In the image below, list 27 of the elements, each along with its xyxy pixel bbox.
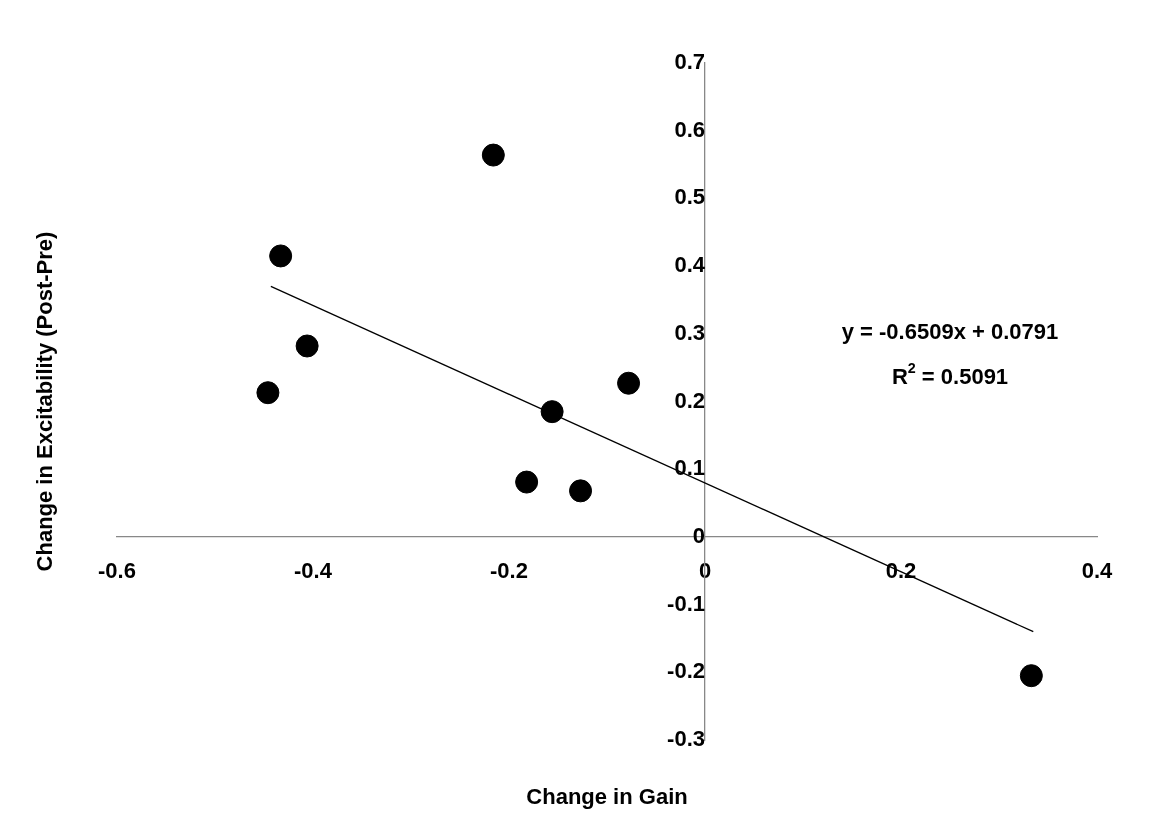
point [540,400,564,424]
y-tick-label: 0 [692,522,705,548]
x-tick-label: -0.6 [98,558,136,584]
annotation: y = -0.6509x + 0.0791 [841,319,1059,345]
point [617,371,641,395]
y-tick-label: -0.1 [667,590,705,616]
point [515,470,539,494]
y-tick-label: 0.7 [674,49,705,75]
x-tick-label: -0.2 [490,558,528,584]
y-tick-label: 0.2 [674,387,705,413]
y-axis-title: Change in Excitability (Post-Pre) [32,231,58,572]
y-tick-label: 0.5 [674,184,705,210]
point [481,143,505,167]
point [269,244,293,268]
y-tick-label: 0.6 [674,116,705,142]
point [295,334,319,358]
x-axis-title: Change in Gain [526,784,688,810]
y-tick-label: 0.1 [674,455,705,481]
point [1019,664,1043,688]
point [256,381,280,405]
y-tick-label: -0.2 [667,658,705,684]
x-tick-label: 0.4 [1081,558,1114,584]
point [569,479,593,503]
y-tick-label: 0.4 [674,252,706,278]
x-tick-label: -0.4 [294,558,333,584]
y-tick-label: 0.3 [674,319,705,345]
y-tick-label: -0.3 [667,726,705,752]
